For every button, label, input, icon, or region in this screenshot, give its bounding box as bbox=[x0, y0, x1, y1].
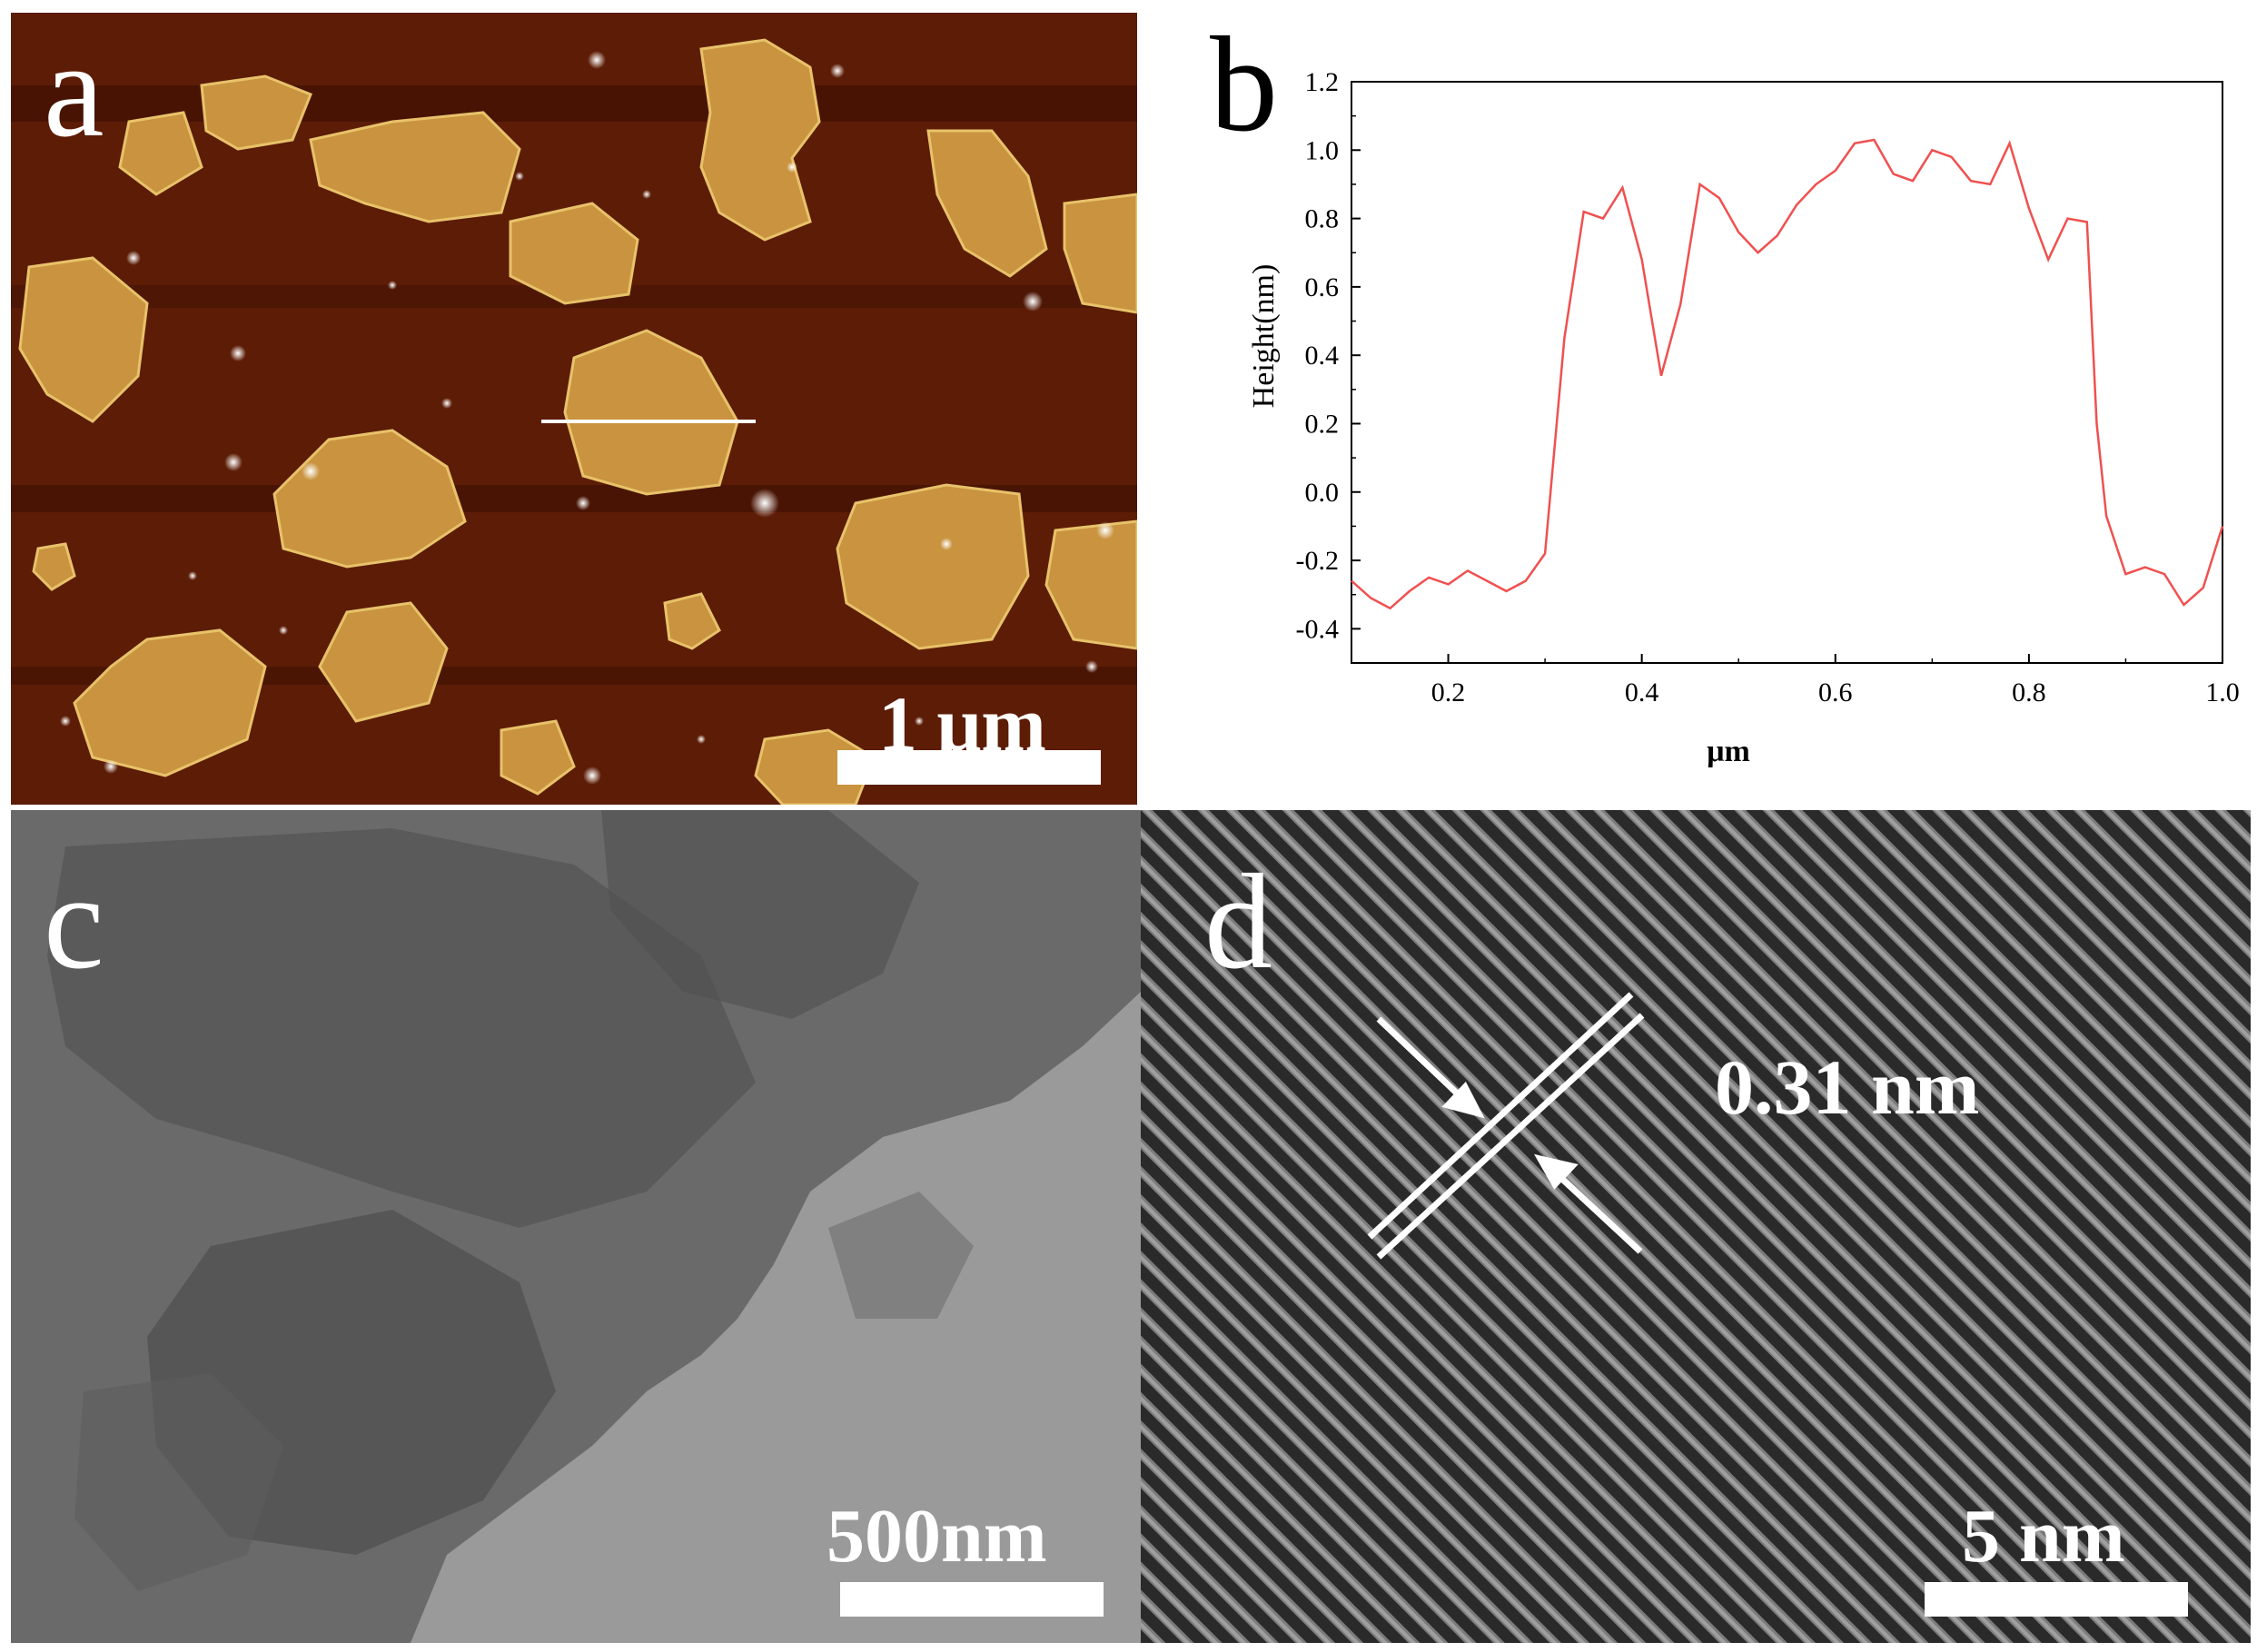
x-tick-label: 0.6 bbox=[1818, 678, 1853, 707]
hrtem-image-panel: d 0.31 nm 5 nm bbox=[1141, 810, 2251, 1643]
y-axis-label: Height(nm) bbox=[1247, 264, 1281, 409]
y-tick-label: 0.6 bbox=[1305, 272, 1340, 302]
y-tick-label: 1.2 bbox=[1305, 67, 1340, 97]
height-profile-panel: 0.2 0.4 0.6 0.8 1.0 -0.4 -0.2 0.0 0.2 0.4 0.6 0.8 1.… bbox=[1137, 0, 2257, 808]
tem-image-panel: c 500nm bbox=[11, 810, 1141, 1643]
panel-a-scale-label: 1 μm bbox=[878, 680, 1046, 767]
x-tick-label: 1.0 bbox=[2205, 678, 2240, 707]
panel-c-scale-bar bbox=[840, 1582, 1104, 1617]
x-tick-label: 0.8 bbox=[2012, 678, 2046, 707]
profile-series-line bbox=[1351, 138, 2224, 610]
x-tick-label: 0.2 bbox=[1431, 678, 1466, 707]
panel-c-letter: c bbox=[44, 846, 104, 997]
panel-c-scale-label: 500nm bbox=[827, 1494, 1047, 1578]
hrtem-image bbox=[1141, 810, 2251, 1643]
y-tick-label: 1.0 bbox=[1305, 135, 1340, 165]
panel-a-scale-bar bbox=[837, 750, 1101, 785]
y-tick-label: 0.4 bbox=[1305, 341, 1340, 371]
panel-a-letter: a bbox=[44, 15, 104, 165]
y-tick-label: -0.2 bbox=[1296, 546, 1340, 576]
x-axis-label: μm bbox=[1707, 735, 1750, 768]
lattice-spacing-label: 0.31 nm bbox=[1715, 1044, 1980, 1131]
lattice-marker-lines bbox=[1367, 992, 1645, 1260]
y-tick-label: 0.8 bbox=[1305, 204, 1340, 234]
x-tick-label: 0.4 bbox=[1625, 678, 1659, 707]
plot-frame bbox=[1351, 81, 2223, 664]
panel-d-scale-bar bbox=[1925, 1582, 2188, 1617]
afm-image bbox=[11, 13, 1137, 805]
y-tick-label: 0.2 bbox=[1305, 409, 1340, 439]
panel-d-letter: d bbox=[1204, 846, 1272, 997]
spacing-arrows bbox=[1376, 1016, 1643, 1254]
panel-b-letter: b bbox=[1210, 9, 1278, 160]
height-profile-chart: 0.2 0.4 0.6 0.8 1.0 -0.4 -0.2 0.0 0.2 0.4 0.6 0.8 1.… bbox=[1247, 67, 2240, 768]
tem-image bbox=[11, 810, 1141, 1643]
afm-image-panel: a 1 μm bbox=[11, 13, 1137, 805]
y-tick-label: -0.4 bbox=[1296, 614, 1340, 644]
y-tick-label: 0.0 bbox=[1305, 478, 1340, 508]
panel-d-scale-label: 5 nm bbox=[1962, 1494, 2125, 1578]
